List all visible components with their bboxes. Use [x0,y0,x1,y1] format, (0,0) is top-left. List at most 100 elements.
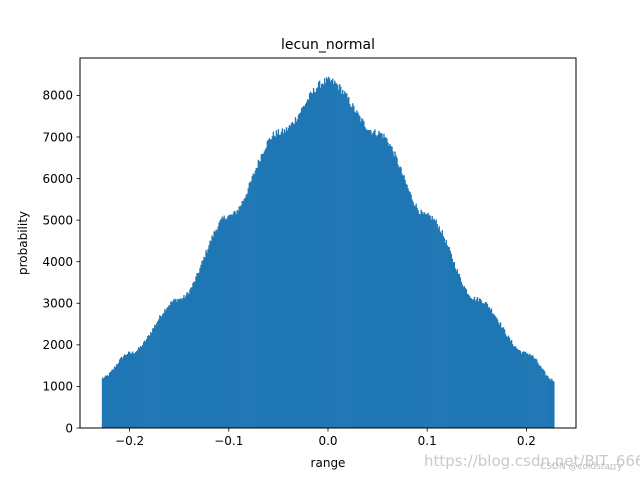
histogram-bar [224,218,226,428]
histogram-bar [140,345,142,428]
histogram-bar [550,380,552,428]
histogram-bar [432,219,434,428]
histogram-bar [540,366,542,428]
histogram-bar [395,155,397,428]
histogram-bar [528,354,530,428]
histogram-bar [455,271,458,428]
histogram-bar [492,313,495,428]
histogram-bar [263,151,266,428]
histogram-bar [296,119,299,428]
histogram-bar [539,365,541,428]
histogram-bar [179,299,181,428]
histogram-bar [110,370,113,428]
watermark-author: CSDN @coldstarry [540,462,623,472]
histogram-bar [480,300,483,428]
histogram-bar [473,296,476,428]
histogram-bar [248,182,250,428]
histogram-bar [509,341,512,428]
histogram-bar [325,77,328,428]
histogram-bar [203,256,205,428]
histogram-bar [244,197,246,428]
histogram-bar [125,354,128,428]
histogram-bar [226,217,228,428]
histogram-bar [477,301,480,428]
histogram-bar [515,348,518,428]
histogram-bar [417,210,419,428]
histogram-bar [151,332,153,428]
histogram-bar [146,338,148,428]
histogram-bar [367,129,369,428]
histogram-bar [453,261,456,428]
histogram-bar [472,299,475,428]
histogram-bar [276,134,279,428]
histogram-bar [230,214,232,428]
histogram-bar [101,377,104,428]
histogram-bar [275,130,278,428]
histogram-bar [165,310,167,428]
histogram-bar [469,297,472,428]
histogram-bar [218,222,220,428]
histogram-bar [402,175,404,428]
histogram-bar [430,219,432,428]
histogram-bar [433,218,435,428]
histogram-bar [531,355,533,428]
histogram-bar [219,220,221,428]
histogram-bar [422,213,424,428]
histogram-bar [511,344,514,428]
histogram-bar [401,173,403,428]
histogram-bar [133,353,136,428]
histogram-bar [194,281,196,428]
histogram-bar [197,273,199,428]
histogram-bar [406,184,408,428]
y-axis-ticks: 0 1000 2000 3000 4000 5000 6000 7000 8000 [42,89,80,435]
histogram-bar [435,219,437,428]
histogram-bar [247,188,249,428]
histogram-bar [193,281,195,428]
histogram-bar [548,378,550,428]
histogram-bar [147,336,149,428]
histogram-bar [112,369,115,428]
histogram-bar [396,157,398,428]
histogram-bar [348,96,350,428]
histogram-bar [427,212,429,428]
histogram-bar [119,357,122,428]
histogram-bar [309,91,312,429]
histogram-bar [221,216,223,428]
histogram-bar [123,354,126,428]
histogram-bar [490,308,493,428]
histogram-bar [287,127,290,429]
y-tick-label: 7000 [42,130,73,144]
histogram-bar [304,103,307,429]
histogram-bar [178,299,180,428]
histogram-bar [171,302,173,428]
histogram-bar [440,233,442,428]
histogram-bar [180,298,182,428]
histogram-bar [551,378,553,428]
histogram-bar [213,231,215,428]
histogram-bars [101,76,555,429]
histogram-bar [291,121,294,428]
histogram-bar [234,211,236,428]
histogram-bar [185,295,187,428]
histogram-bar [189,289,191,428]
histogram-bar [245,194,247,428]
histogram-bar [105,375,108,428]
histogram-bar [148,335,150,428]
histogram-bar [410,194,412,428]
histogram-bar [340,86,342,428]
histogram-bar [307,99,310,428]
histogram-bar [369,129,371,428]
histogram-bar [457,273,460,428]
histogram-bar [363,121,365,429]
histogram-bar [483,303,486,428]
histogram-bar [479,298,482,428]
histogram-bar [360,121,362,428]
histogram-bar [547,375,549,428]
histogram-bar [527,353,529,428]
histogram-bar [431,216,433,428]
histogram-bar [135,352,137,428]
histogram-bar [277,129,280,429]
histogram-bar [542,368,544,428]
histogram-bar [314,92,317,428]
histogram-bar [436,224,438,428]
